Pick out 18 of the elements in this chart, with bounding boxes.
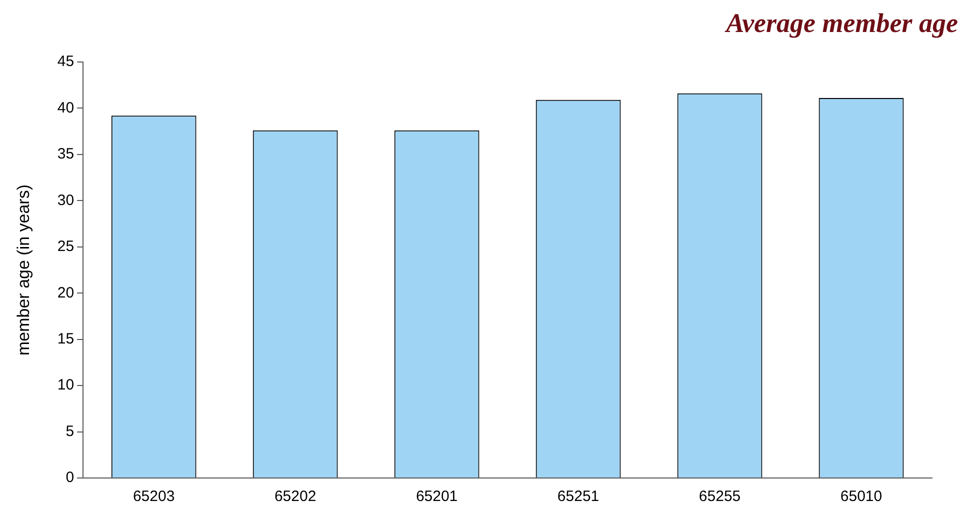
x-tick-label: 65255 — [698, 488, 741, 506]
x-tick-label: 65251 — [557, 488, 600, 506]
y-tick-label: 40 — [57, 99, 74, 116]
y-tick-label: 25 — [57, 238, 74, 256]
y-tick-label: 0 — [66, 469, 74, 486]
y-axis-title: member age (in years) — [14, 184, 33, 356]
y-tick-label: 30 — [57, 192, 74, 209]
x-tick-label: 65203 — [132, 488, 175, 506]
y-tick-label: 5 — [66, 422, 74, 440]
y-tick-label: 20 — [57, 284, 74, 302]
y-tick-label: 45 — [57, 53, 74, 70]
x-tick-label: 65201 — [416, 488, 458, 506]
y-tick-label: 35 — [57, 146, 74, 163]
y-tick-label: 15 — [57, 330, 74, 348]
y-tick-label: 10 — [57, 376, 74, 394]
x-tick-label: 65010 — [840, 488, 882, 506]
x-tick-label: 65202 — [274, 488, 316, 506]
chart-title: Average member age — [726, 8, 958, 39]
